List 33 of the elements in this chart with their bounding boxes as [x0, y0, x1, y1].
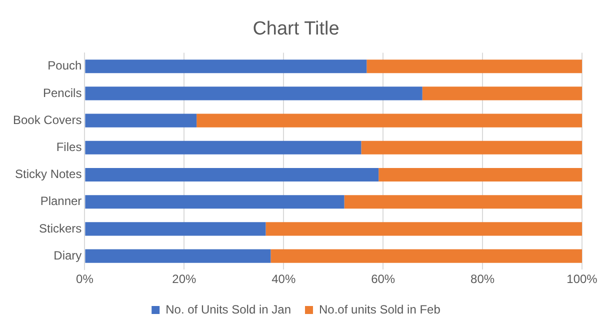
bar [85, 114, 197, 128]
bar [85, 168, 379, 182]
bar [361, 140, 582, 154]
bar [422, 86, 582, 100]
x-tick-label: 20% [172, 272, 196, 286]
bar [85, 140, 362, 154]
y-tick-label: Sticky Notes [15, 167, 82, 182]
x-tick-label: 0% [76, 272, 94, 286]
bar [85, 195, 344, 209]
y-tick-label: Book Covers [12, 112, 82, 127]
chart-title: Chart Title [252, 18, 340, 40]
bar [266, 222, 582, 236]
x-tick-label: 60% [371, 272, 396, 286]
bar [270, 249, 582, 263]
bar [344, 195, 582, 209]
legend-label: No. of Units Sold in Jan [166, 302, 292, 316]
y-tick-label: Stickers [39, 221, 82, 236]
x-tick-label: 80% [470, 272, 495, 286]
bar [85, 222, 266, 236]
x-tick-label: 100% [566, 272, 598, 286]
bar [85, 86, 422, 100]
legend-label: No.of units Sold in Feb [319, 302, 441, 316]
bar [196, 114, 582, 128]
x-tick-label: 40% [272, 272, 296, 286]
bar [366, 60, 582, 74]
bar [85, 60, 367, 74]
y-tick-label: Planner [40, 194, 82, 208]
y-tick-label: Files [56, 140, 82, 154]
bar [378, 168, 582, 182]
bar [85, 249, 271, 263]
y-tick-label: Diary [54, 248, 82, 262]
y-tick-label: Pencils [43, 86, 82, 100]
y-tick-label: Pouch [48, 58, 82, 73]
